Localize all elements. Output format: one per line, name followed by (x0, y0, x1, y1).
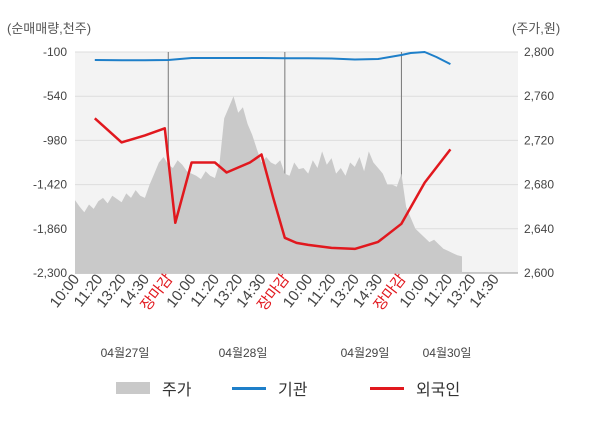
line-series-layer (93, 51, 452, 251)
left-axis-tick-label: -100 (43, 45, 67, 59)
legend-item-foreigner: 외국인 (370, 376, 460, 400)
right-axis-tick-label: 2,760 (524, 89, 554, 103)
right-axis-tick-label: 2,720 (524, 133, 554, 147)
right-axis-tick-label: 2,600 (524, 266, 554, 280)
foreigner-line (93, 117, 452, 251)
legend-institution-swatch (232, 386, 266, 390)
legend-price-swatch (116, 382, 150, 394)
x-axis: 10:0011:2013:2014:30장마감10:0011:2013:2014… (47, 271, 503, 314)
left-axis-tick-label: -1,420 (33, 178, 67, 192)
right-axis-tick-label: 2,800 (524, 45, 554, 59)
legend-item-price: 주가 (116, 376, 191, 400)
left-axis-tick-label: -1,860 (33, 222, 67, 236)
right-axis: 2,800 2,760 2,720 2,680 2,640 2,600 (524, 45, 554, 280)
date-label: 04월29일 (341, 346, 390, 360)
institution-line (94, 51, 451, 65)
legend-item-institution: 기관 (232, 376, 307, 400)
date-label: 04월27일 (101, 346, 150, 360)
legend-foreigner-label: 외국인 (416, 382, 461, 399)
right-axis-unit: (주가,원) (512, 21, 561, 36)
legend-foreigner-swatch (370, 386, 404, 390)
legend-price-label: 주가 (162, 382, 192, 399)
date-label: 04월30일 (423, 346, 472, 360)
chart-plot: -100 -540 -980 -1,420 -1,860 -2,300 2,800 2,76… (33, 45, 554, 360)
left-axis: -100 -540 -980 -1,420 -1,860 -2,300 (33, 45, 67, 280)
legend: 주가 기관 외국인 (0, 376, 600, 400)
left-axis-unit: (순매매량,천주) (7, 21, 92, 36)
left-axis-tick-label: -2,300 (33, 266, 67, 280)
legend-institution-label: 기관 (278, 382, 308, 399)
date-labels: 04월27일 04월28일 04월29일 04월30일 (101, 346, 472, 360)
right-axis-tick-label: 2,640 (524, 222, 554, 236)
left-axis-tick-label: -980 (43, 133, 67, 147)
date-label: 04월28일 (219, 346, 268, 360)
right-axis-tick-label: 2,680 (524, 178, 554, 192)
left-axis-tick-label: -540 (43, 89, 67, 103)
